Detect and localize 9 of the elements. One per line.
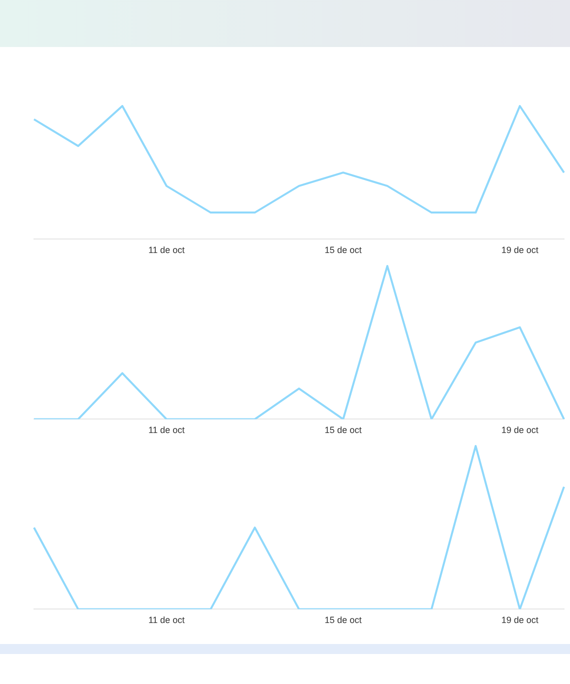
x-tick-label: 11 de oct bbox=[148, 615, 186, 626]
x-tick-label: 15 de oct bbox=[324, 245, 362, 256]
x-tick-label: 15 de oct bbox=[324, 425, 362, 436]
x-tick-label: 11 de oct bbox=[148, 425, 186, 436]
x-tick-label: 15 de oct bbox=[324, 615, 362, 626]
x-tick-label: 19 de oct bbox=[501, 245, 539, 256]
x-tick-label: 19 de oct bbox=[501, 425, 539, 436]
x-tick-label: 19 de oct bbox=[501, 615, 539, 626]
x-tick-label: 11 de oct bbox=[148, 245, 186, 256]
